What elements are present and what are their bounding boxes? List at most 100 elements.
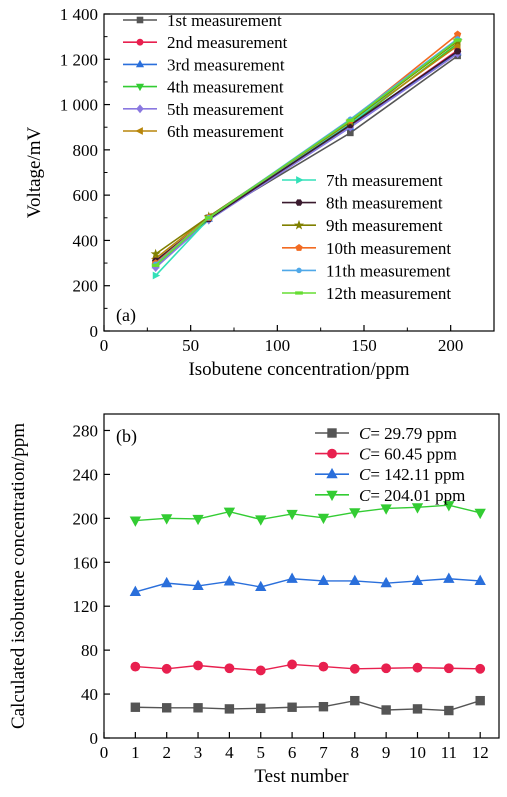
chart-b-data-point xyxy=(474,508,486,520)
chart-b-data-point xyxy=(161,514,173,525)
chart-b-y-tick-label: 200 xyxy=(73,509,99,528)
chart-a-legend-marker xyxy=(295,291,303,295)
chart-b-data-point xyxy=(224,663,235,674)
chart-b-data-point xyxy=(349,508,361,519)
chart-b-series-line xyxy=(135,663,481,672)
chart-b-data-point xyxy=(161,663,172,674)
chart-a-legend-marker xyxy=(135,59,145,68)
chart-b-data-point xyxy=(192,514,204,526)
chart-b-x-tick-label: 10 xyxy=(409,743,426,762)
chart-a-data-point xyxy=(204,216,213,220)
chart-a-series-line xyxy=(155,52,459,269)
chart-a-x-tick-label: 100 xyxy=(265,336,291,355)
chart-a-legend-label: 12th measurement xyxy=(326,284,451,303)
chart-b-legend-symbol: C xyxy=(359,424,371,443)
chart-b-data-point xyxy=(317,574,330,586)
chart-b-legend-marker xyxy=(326,490,338,502)
chart-b-x-tick-label: 1 xyxy=(131,743,140,762)
chart-b-data-point xyxy=(443,572,455,583)
chart-a-plot-area xyxy=(150,30,463,280)
chart-a-legend-marker xyxy=(296,267,302,274)
chart-b-legend-marker xyxy=(327,428,337,438)
chart-b-series-1 xyxy=(130,695,485,716)
chart-b-data-point xyxy=(255,515,267,526)
chart-a-legend-marker xyxy=(293,219,305,230)
chart-a-legend-entry: 4th measurement xyxy=(123,78,284,97)
chart-b-x-tick-label: 3 xyxy=(194,743,203,762)
chart-b-data-point xyxy=(475,663,486,674)
chart-b-data-point xyxy=(412,662,423,673)
chart-b-legend-marker xyxy=(327,448,337,459)
chart-b-legend-label: C= 29.79 ppm xyxy=(359,424,457,443)
chart-b-x-tick-label: 8 xyxy=(351,743,360,762)
chart-b-frame xyxy=(103,413,500,739)
chart-b-legend-marker xyxy=(326,467,338,479)
chart-a-legend-entry: 8th measurement xyxy=(282,194,443,213)
chart-a-x-tick-label: 150 xyxy=(351,336,377,355)
chart-b-data-point xyxy=(192,579,204,590)
chart-b-data-point xyxy=(223,507,236,519)
chart-b-x-tick-label: 0 xyxy=(100,743,109,762)
chart-a-legend-label: 11th measurement xyxy=(326,261,451,280)
chart-a-legend-marker xyxy=(135,83,145,92)
chart-b-x-tick-label: 9 xyxy=(382,743,391,762)
chart-b-legend-symbol: C xyxy=(359,486,371,505)
chart-b-data-point xyxy=(255,665,266,676)
chart-a-legend-marker xyxy=(136,38,144,46)
chart-b-x-axis-label: Test number xyxy=(254,766,349,787)
chart-a-data-point xyxy=(346,118,355,123)
chart-a-data-point xyxy=(453,30,462,38)
chart-b-data-point xyxy=(255,580,267,592)
chart-a-legend-marker xyxy=(295,199,303,206)
chart-a: 0 50 100 150 200 0 200 400 600 800 1 000 1 200 1 400… xyxy=(24,5,495,380)
chart-b-y-axis-label: Calculated isobutene concentration/ppm xyxy=(8,423,29,729)
chart-b-legend-text: = 204.01 ppm xyxy=(370,486,465,505)
chart-a-legend-entry: 6th measurement xyxy=(123,122,284,141)
chart-b-panel-label: (b) xyxy=(116,426,137,447)
chart-b-x-tick-label: 4 xyxy=(225,743,234,762)
chart-b-data-point xyxy=(287,702,297,712)
chart-b-y-tick-label: 40 xyxy=(81,685,98,704)
chart-a-x-tick-label: 200 xyxy=(438,336,464,355)
chart-b-legend-entry: C= 29.79 ppm xyxy=(315,424,457,443)
chart-a-data-point xyxy=(453,48,462,55)
chart-a-y-tick-label: 1 200 xyxy=(60,50,98,69)
chart-a-legend-label: 4th measurement xyxy=(167,78,284,97)
chart-b-data-point xyxy=(193,660,203,671)
chart-b-data-point xyxy=(224,704,235,714)
chart-a-data-point xyxy=(453,38,462,42)
chart-a-series-12 xyxy=(151,38,462,267)
chart-a-legend-label: 1st measurement xyxy=(167,11,282,30)
chart-a-panel-label: (a) xyxy=(116,305,136,326)
chart-b-data-point xyxy=(317,513,330,525)
chart-b-data-point xyxy=(286,572,298,583)
chart-b-data-point xyxy=(475,695,485,706)
chart-b-legend-label: C= 204.01 ppm xyxy=(359,486,465,505)
chart-b-data-point xyxy=(286,509,298,521)
chart-a-data-point xyxy=(453,41,461,50)
chart-a-y-tick-label: 1 400 xyxy=(60,5,98,24)
chart-b-data-point xyxy=(380,576,392,588)
chart-b-legend-symbol: C xyxy=(359,465,371,484)
chart-b-series-line xyxy=(135,699,481,712)
chart-a-y-tick-label: 800 xyxy=(73,141,99,160)
chart-b-data-point xyxy=(287,659,298,670)
chart-b-series-2 xyxy=(130,659,486,676)
chart-b-legend-text: = 60.45 ppm xyxy=(370,445,457,464)
chart-b-legend-entry: C= 60.45 ppm xyxy=(315,445,457,464)
chart-b-data-point xyxy=(349,663,360,674)
chart-a-y-tick-label: 1 000 xyxy=(60,96,98,115)
chart-a-y-tick-label: 400 xyxy=(73,231,99,250)
chart-a-y-tick-label: 600 xyxy=(73,186,99,205)
chart-b-data-point xyxy=(161,703,172,713)
chart-a-legend-marker xyxy=(136,16,144,24)
chart-a-legend-entry: 2nd measurement xyxy=(123,33,288,52)
chart-a-legend-label: 7th measurement xyxy=(326,171,443,190)
chart-b-series-4 xyxy=(129,501,486,527)
chart-b-data-point xyxy=(444,705,454,716)
chart-b-data-point xyxy=(318,701,329,712)
chart-b-x-tick-label: 7 xyxy=(319,743,328,762)
chart-a-legend: 1st measurement 2nd measurement 3rd measur… xyxy=(123,11,451,303)
chart-b-legend-label: C= 60.45 ppm xyxy=(359,445,457,464)
